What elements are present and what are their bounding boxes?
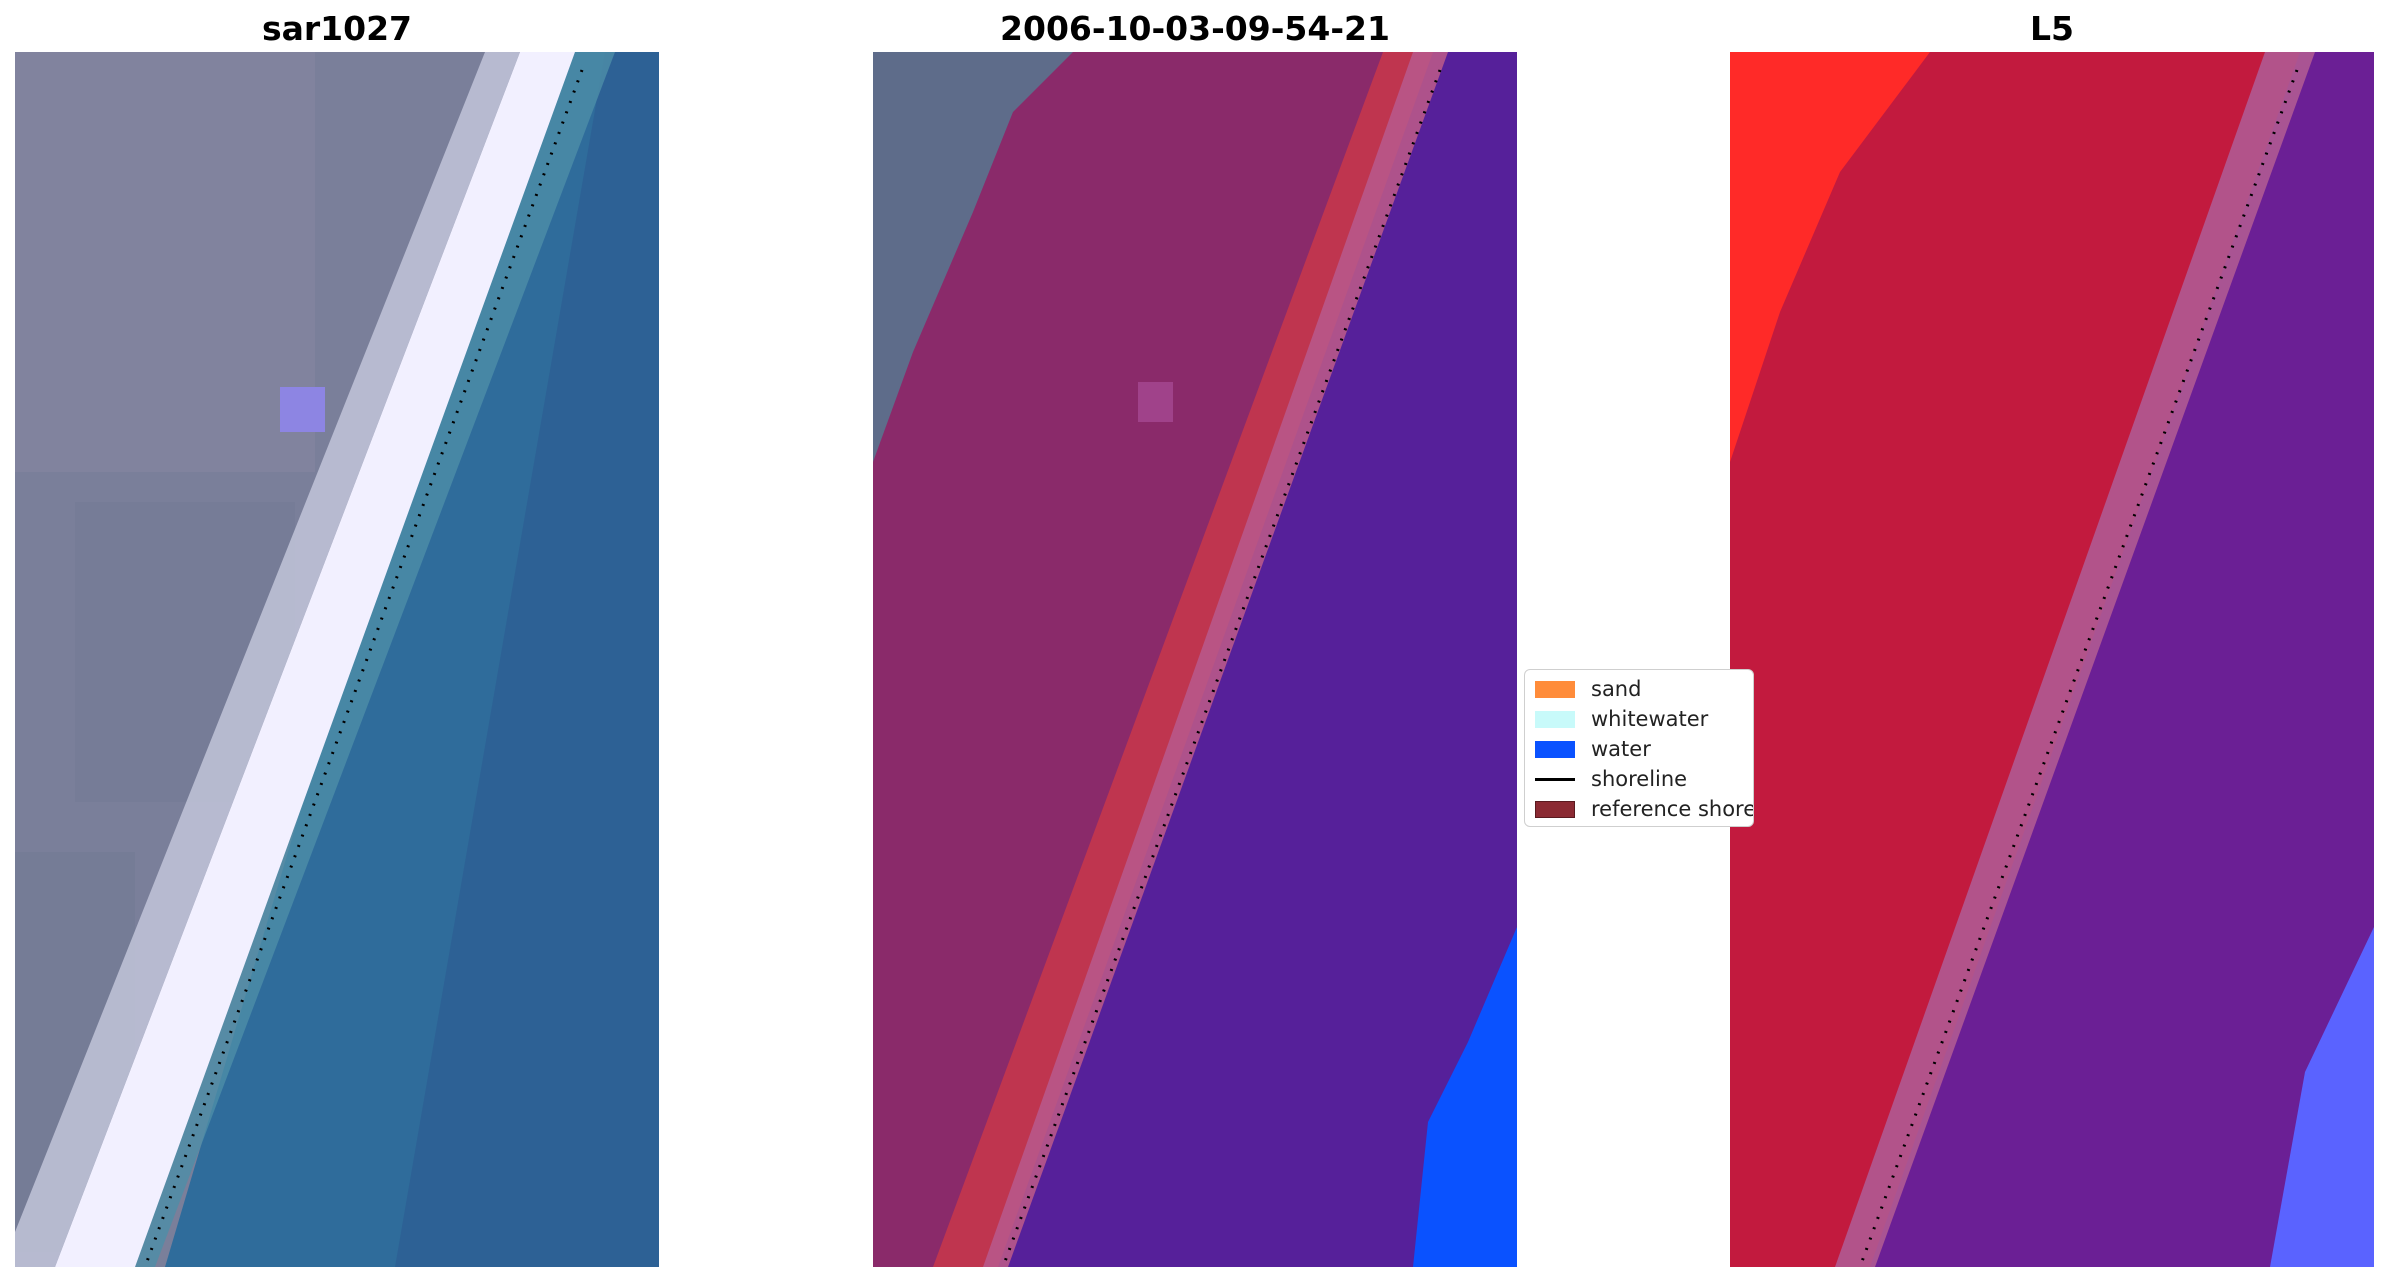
panel-l5-image xyxy=(1730,52,2374,1267)
legend-item-shoreline: shoreline xyxy=(1535,766,1687,792)
legend-label-reference-shoreline: reference shoreline xyxy=(1591,797,1753,821)
shoreline-line-swatch xyxy=(1535,777,1575,781)
sand-swatch xyxy=(1535,680,1575,698)
legend-item-sand: sand xyxy=(1535,676,1641,702)
legend-label-sand: sand xyxy=(1591,677,1642,701)
panel-classification-image xyxy=(873,52,1517,1267)
panel-title-classification: 2006-10-03-09-54-21 xyxy=(1000,9,1390,48)
legend-item-whitewater: whitewater xyxy=(1535,706,1708,732)
panel-title-l5: L5 xyxy=(2030,9,2074,48)
reference-shoreline-swatch xyxy=(1535,800,1575,818)
panel-title-rgb: sar1027 xyxy=(261,9,413,48)
legend-item-reference-shoreline: reference shoreline xyxy=(1535,796,1753,822)
legend-label-water: water xyxy=(1591,737,1651,761)
whitewater-swatch xyxy=(1535,710,1575,728)
legend-label-shoreline: shoreline xyxy=(1591,767,1688,791)
legend-item-water: water xyxy=(1535,736,1651,762)
panel-rgb-image xyxy=(15,52,659,1267)
legend: sand whitewater water shoreline referenc… xyxy=(1524,669,1754,827)
legend-label-whitewater: whitewater xyxy=(1591,707,1709,731)
water-swatch xyxy=(1535,740,1575,758)
